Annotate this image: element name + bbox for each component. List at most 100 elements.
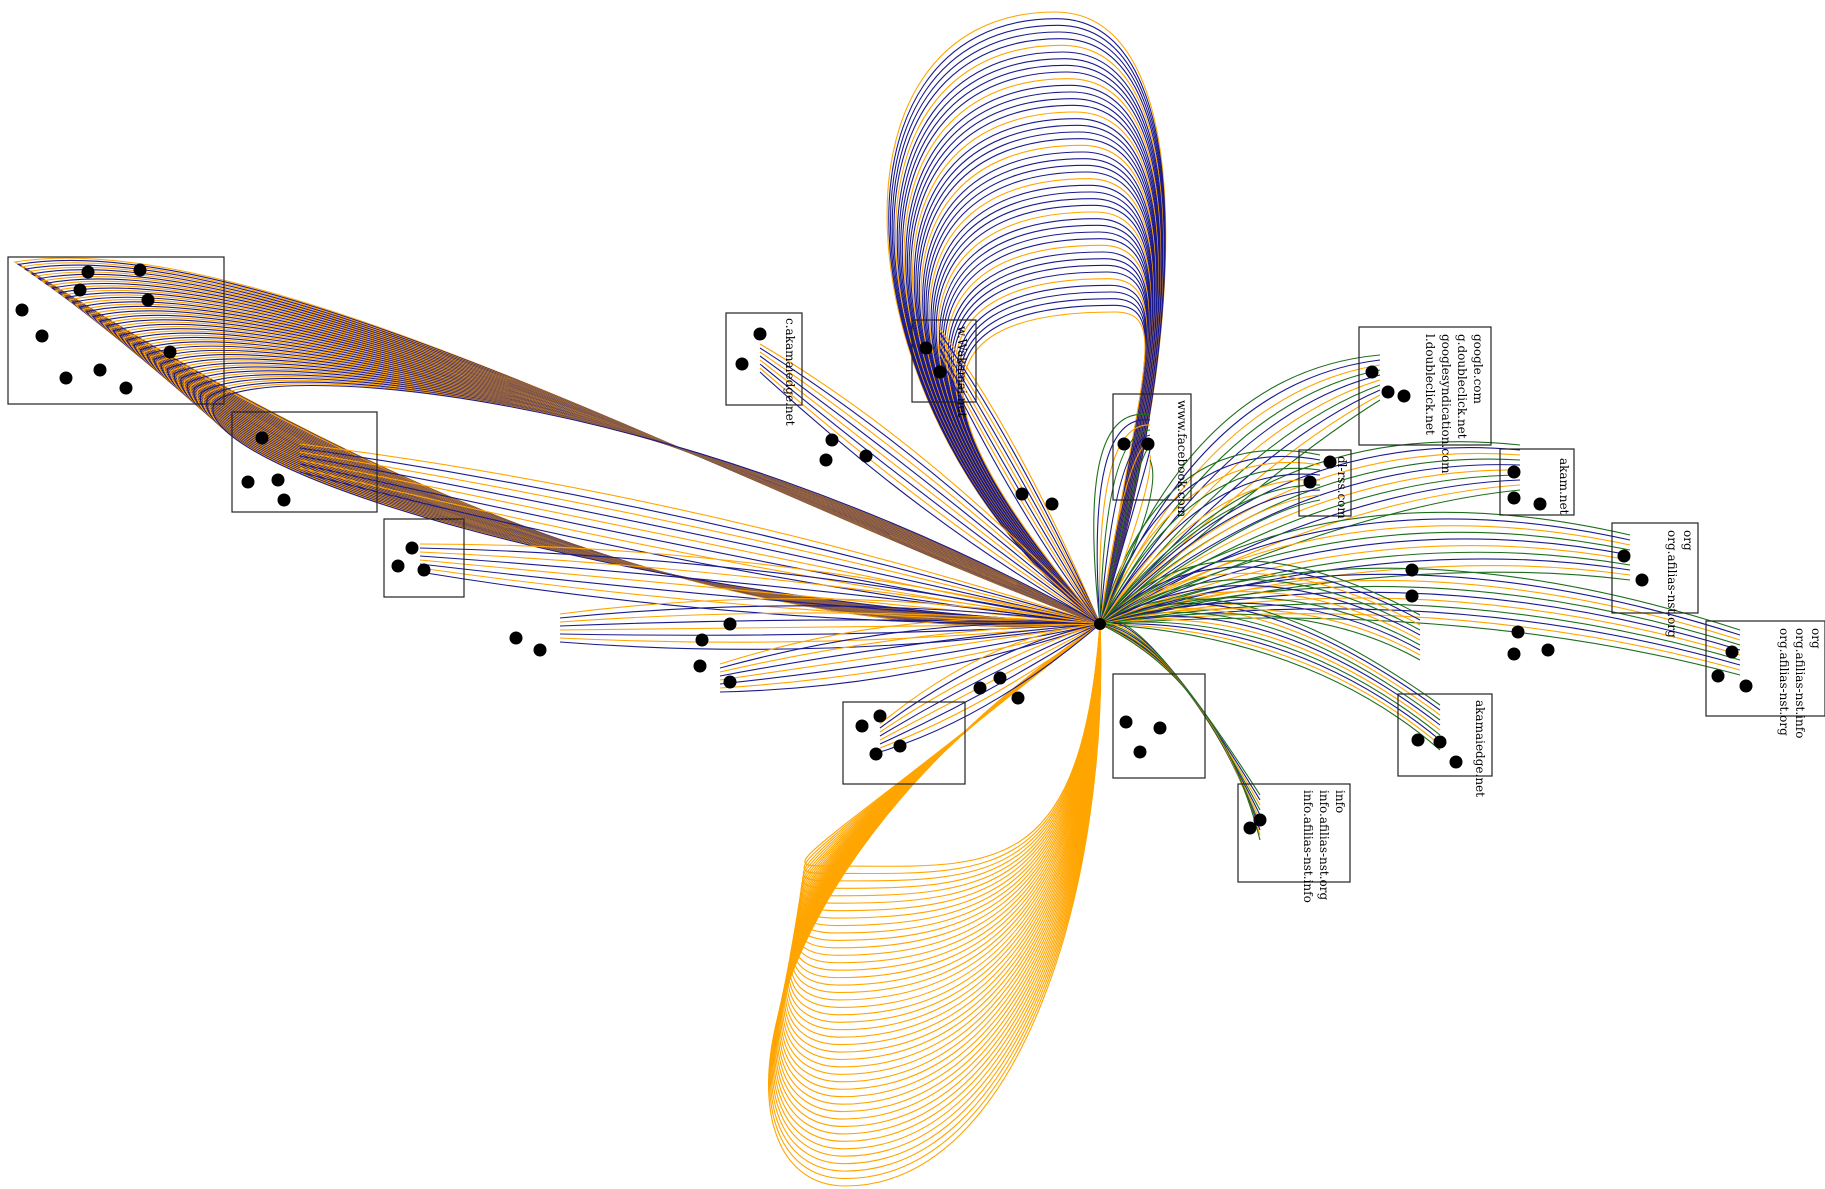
graph-node[interactable] — [1141, 437, 1155, 451]
graph-node[interactable] — [141, 293, 155, 307]
graph-node[interactable] — [693, 659, 707, 673]
graph-node[interactable] — [119, 381, 133, 395]
graph-node[interactable] — [973, 681, 987, 695]
graph-node[interactable] — [819, 453, 833, 467]
graph-node[interactable] — [1133, 745, 1147, 759]
graph-node[interactable] — [1365, 365, 1379, 379]
graph-node[interactable] — [163, 345, 177, 359]
cluster-info[interactable]: info info.afilias-nst.org info.afilias-n… — [1237, 783, 1351, 903]
graph-node[interactable] — [391, 559, 405, 573]
graph-node[interactable] — [1153, 721, 1167, 735]
graph-node[interactable] — [73, 283, 87, 297]
graph-node[interactable] — [735, 357, 749, 371]
cluster-c-akamaiedge[interactable]: c.akamaiedge.net — [725, 312, 803, 426]
graph-node[interactable] — [1119, 715, 1133, 729]
graph-node[interactable] — [873, 709, 887, 723]
edge-left-link — [559, 623, 1101, 631]
graph-node[interactable] — [405, 541, 419, 555]
graph-node[interactable] — [35, 329, 49, 343]
cluster-dl-rss[interactable]: dl-rss.com — [1298, 449, 1352, 519]
edge-right-link — [1099, 459, 1154, 625]
cluster-org-afilias[interactable]: org org.afilias-nst.org — [1611, 522, 1699, 638]
graph-node[interactable] — [1511, 625, 1525, 639]
graph-node[interactable] — [255, 431, 269, 445]
graph-node[interactable] — [825, 433, 839, 447]
graph-node[interactable] — [241, 475, 255, 489]
graph-node[interactable] — [1541, 643, 1555, 657]
graph-node[interactable] — [277, 493, 291, 507]
graph-node[interactable] — [753, 327, 767, 341]
graph-node[interactable] — [1303, 475, 1317, 489]
graph-node[interactable] — [1507, 465, 1521, 479]
graph-node[interactable] — [81, 265, 95, 279]
graph-node[interactable] — [1635, 573, 1649, 587]
graph-node[interactable] — [1397, 389, 1411, 403]
graph-node[interactable] — [59, 371, 73, 385]
graph-node[interactable] — [1323, 455, 1337, 469]
cluster-google[interactable]: google.com g.doubleclick.net googlesyndi… — [1358, 326, 1492, 474]
graph-node[interactable] — [1243, 821, 1257, 835]
graph-node[interactable] — [1617, 549, 1631, 563]
edge-upper-loop — [962, 311, 1146, 625]
cluster-facebook[interactable]: www.facebook.com — [1112, 393, 1192, 518]
edge-right-link — [1093, 413, 1151, 625]
graph-node[interactable] — [1117, 437, 1131, 451]
graph-node[interactable] — [1433, 735, 1447, 749]
cluster-label: info.afilias-nst.org — [1317, 790, 1331, 901]
graph-node[interactable] — [93, 363, 107, 377]
graph-node[interactable] — [1533, 497, 1547, 511]
graph-node[interactable] — [723, 617, 737, 631]
cluster-org-afilias-info[interactable]: org org.afilias-nst.info org.afilias-nst… — [1705, 620, 1825, 738]
graph-node[interactable] — [1507, 491, 1521, 505]
graph-node[interactable] — [993, 671, 1007, 685]
graph-node[interactable] — [1711, 669, 1725, 683]
edge-right-link — [1099, 571, 1631, 625]
graph-node[interactable] — [1725, 645, 1739, 659]
graph-node[interactable] — [417, 563, 431, 577]
graph-node[interactable] — [855, 719, 869, 733]
graph-node[interactable] — [1381, 385, 1395, 399]
graph-node[interactable] — [1045, 497, 1059, 511]
graph-node[interactable] — [533, 643, 547, 657]
cluster-center-right[interactable] — [1112, 673, 1206, 779]
graph-node[interactable] — [133, 263, 147, 277]
graph-node[interactable] — [1739, 679, 1753, 693]
cluster-akam[interactable]: akam.net — [1499, 448, 1575, 516]
graph-node[interactable] — [1405, 563, 1419, 577]
graph-node[interactable] — [1449, 755, 1463, 769]
graph-node[interactable] — [1011, 691, 1025, 705]
graph-node[interactable] — [933, 365, 947, 379]
graph-node[interactable] — [1253, 813, 1267, 827]
graph-node[interactable] — [271, 473, 285, 487]
graph-node[interactable] — [859, 449, 873, 463]
edge-left-link — [879, 623, 1101, 741]
cluster-left-large[interactable] — [7, 256, 225, 405]
graph-node[interactable] — [1507, 647, 1521, 661]
graph-node[interactable] — [893, 739, 907, 753]
graph-node[interactable] — [1405, 589, 1419, 603]
edge-left-link — [759, 367, 1101, 625]
edge-lower-loop — [801, 623, 1101, 897]
cluster-wildcard-akamai[interactable]: w.Wakamai.net — [911, 319, 977, 418]
edge-left-link — [419, 551, 1101, 625]
cluster-center-low[interactable] — [842, 701, 966, 785]
hub-node[interactable] — [1094, 618, 1106, 630]
edge-lower-loop — [799, 623, 1101, 912]
cluster-label: info.afilias-nst.info — [1301, 790, 1315, 903]
edge-lower-loop — [803, 623, 1101, 875]
cluster-akamaiedge[interactable]: akamaiedge.net — [1397, 693, 1493, 797]
edge-right-link — [1099, 455, 1321, 625]
graph-node[interactable] — [919, 341, 933, 355]
graph-node[interactable] — [509, 631, 523, 645]
edge-right-link — [1096, 419, 1151, 625]
graph-node[interactable] — [869, 747, 883, 761]
graph-node[interactable] — [723, 675, 737, 689]
graph-node[interactable] — [15, 303, 29, 317]
graph-node[interactable] — [1015, 487, 1029, 501]
edge-left-link — [939, 340, 1101, 625]
graph-node[interactable] — [695, 633, 709, 647]
edge-left-link — [719, 618, 1101, 665]
cluster-low-left[interactable] — [383, 518, 465, 598]
cluster-mid-left[interactable] — [231, 411, 378, 513]
graph-node[interactable] — [1411, 733, 1425, 747]
